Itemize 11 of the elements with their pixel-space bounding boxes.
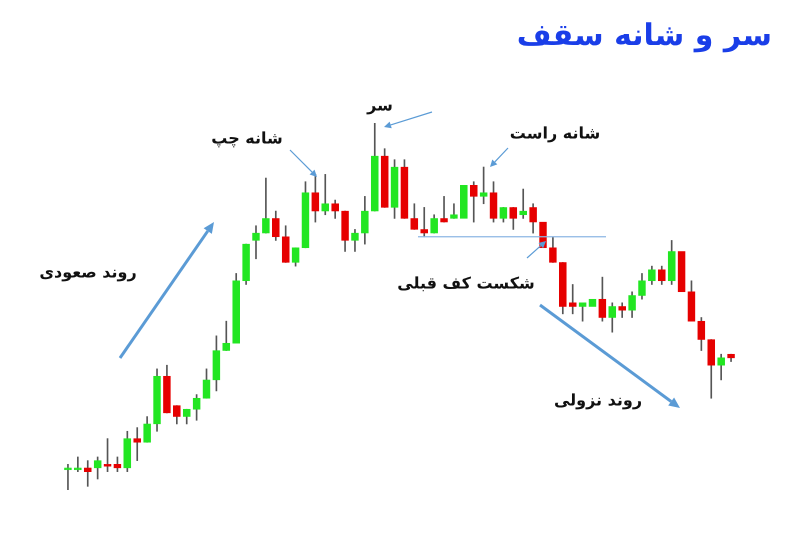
annotation: روند صعودی xyxy=(39,262,137,282)
candlestick xyxy=(252,225,260,260)
candlestick xyxy=(678,251,686,292)
annotation: شانه چپ xyxy=(211,128,283,148)
candlestick xyxy=(440,196,448,222)
annotation: شکست کف قبلی xyxy=(397,274,535,292)
text: سر xyxy=(367,96,393,114)
annotation: روند نزولی xyxy=(554,390,642,410)
candlestick xyxy=(460,185,468,219)
chart-title: سر و شانه سقف xyxy=(516,18,772,53)
annotation: شانه راست xyxy=(510,124,600,142)
